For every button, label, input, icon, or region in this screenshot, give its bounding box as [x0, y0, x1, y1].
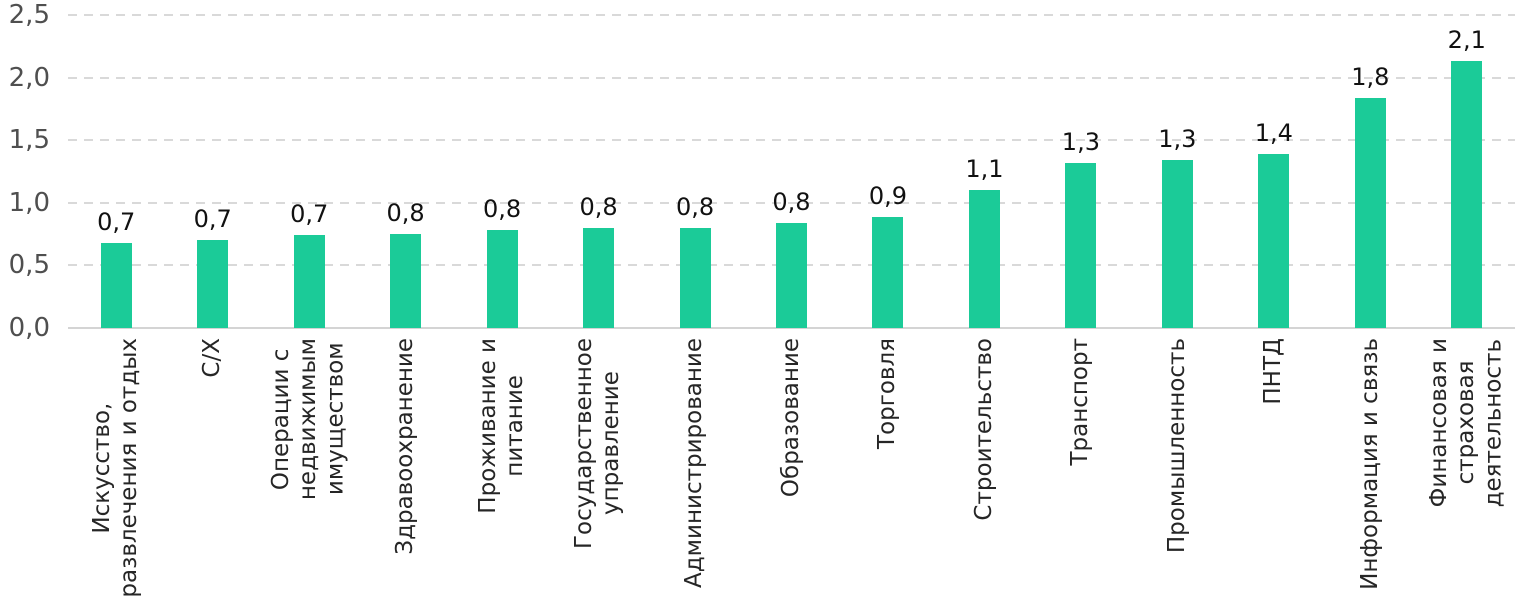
y-tick-label: 1,0 [8, 187, 50, 218]
bar-value-label: 0,8 [579, 192, 618, 221]
bar [776, 222, 807, 328]
y-tick-label: 2,5 [8, 0, 50, 30]
gridline [68, 14, 1515, 16]
bar [486, 230, 518, 328]
x-category-cell: Финансовая и страховая деятельность [1419, 338, 1515, 611]
x-category-label: ПНТД [1260, 338, 1287, 405]
x-category-cell: Здравоохранение [357, 338, 453, 611]
bar-value-label: 0,7 [97, 207, 136, 236]
gridline [68, 201, 1515, 204]
bar-value-label: 0,8 [483, 195, 522, 224]
bar-value-label: 0,9 [868, 181, 908, 210]
x-category-cell: Образование [743, 338, 839, 611]
x-category-label: Администрирование [681, 338, 708, 588]
x-category-label: Финансовая и страховая деятельность [1426, 338, 1507, 508]
bar [583, 227, 615, 328]
bar [1258, 153, 1290, 328]
bar [293, 235, 325, 328]
y-tick-label: 1,5 [8, 125, 50, 156]
bar-value-label: 0,8 [675, 192, 715, 221]
bar-value-label: 1,3 [1061, 127, 1100, 156]
y-tick-label: 2,0 [8, 62, 50, 93]
x-category-label: Промышленность [1163, 338, 1190, 554]
x-category-cell: Транспорт [1033, 338, 1129, 611]
bar [872, 216, 904, 328]
gridline [68, 139, 1515, 142]
y-tick-label: 0,0 [8, 313, 50, 343]
x-category-label: Операции с недвижимым имуществом [268, 338, 349, 501]
bar-value-label: 1,4 [1254, 118, 1293, 147]
x-category-cell: Проживание и питание [454, 338, 550, 611]
bar [197, 240, 229, 328]
bar-value-label: 1,1 [965, 155, 1004, 184]
bar-value-label: 0,8 [772, 187, 811, 216]
gridline [68, 76, 1515, 79]
bar [1161, 160, 1193, 328]
bar [1451, 61, 1483, 328]
bar [968, 190, 1000, 328]
x-category-cell: Администрирование [647, 338, 743, 611]
x-category-cell: ПНТД [1226, 338, 1322, 611]
y-tick-label: 0,5 [8, 250, 50, 281]
x-axis-baseline [68, 327, 1515, 329]
bar [100, 242, 132, 328]
x-category-cell: Операции с недвижимым имуществом [261, 338, 357, 611]
x-category-cell: Промышленность [1129, 338, 1225, 611]
x-category-cell: С/Х [164, 338, 260, 611]
x-category-label: Здравоохранение [392, 338, 419, 555]
bar-value-label: 2,1 [1447, 26, 1486, 55]
bar-value-label: 0,8 [386, 199, 425, 228]
bar [1065, 162, 1097, 328]
x-category-label: Проживание и питание [474, 338, 529, 514]
x-category-label: Транспорт [1067, 338, 1094, 466]
x-category-label: С/Х [199, 338, 226, 378]
bar-value-label: 1,3 [1158, 125, 1197, 154]
bar-value-label: 1,8 [1351, 62, 1390, 91]
x-category-label: Образование [777, 338, 804, 498]
bar [679, 227, 711, 328]
x-category-label: Искусство, развлечения и отдых [89, 338, 143, 598]
x-category-cell: Государственное управление [550, 338, 646, 611]
bar [1354, 97, 1386, 328]
x-category-label: Государственное управление [571, 338, 625, 549]
x-category-cell: Искусство, развлечения и отдых [68, 338, 164, 611]
bar [390, 234, 422, 328]
x-category-label: Строительство [970, 338, 997, 521]
bar-value-label: 0,7 [193, 205, 232, 234]
bar-value-label: 0,7 [290, 200, 329, 229]
x-category-cell: Информация и связь [1322, 338, 1418, 611]
x-category-label: Информация и связь [1356, 338, 1383, 590]
x-category-cell: Строительство [936, 338, 1032, 611]
x-category-cell: Торговля [840, 338, 936, 611]
x-category-label: Торговля [874, 338, 901, 449]
